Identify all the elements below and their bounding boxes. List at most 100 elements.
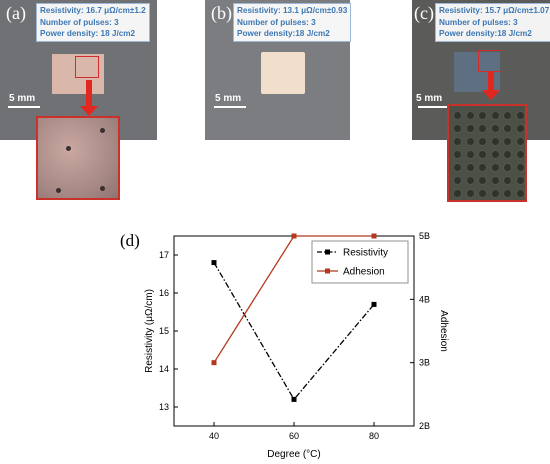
hole-mark bbox=[491, 164, 499, 171]
series-line-adhesion bbox=[213, 235, 374, 364]
resistivity-c: Resistivity: 15.7 μΩ/cm±1.07 bbox=[439, 6, 550, 15]
hole-mark bbox=[516, 190, 524, 197]
hole-mark bbox=[491, 151, 499, 158]
data-point-adhesion bbox=[211, 360, 217, 366]
arrow-shaft-c bbox=[488, 72, 494, 92]
zoom-inset-a bbox=[36, 116, 120, 200]
y-tick-label: 14 bbox=[159, 364, 169, 374]
legend-marker-resistivity bbox=[325, 249, 330, 255]
hole-mark bbox=[454, 164, 461, 171]
scale-bar-c bbox=[418, 106, 450, 108]
x-tick-label: 40 bbox=[209, 431, 219, 441]
hole-mark bbox=[454, 190, 461, 197]
y2-tick-label: 2B bbox=[419, 421, 430, 431]
y2-axis-label: Adhesion bbox=[438, 310, 449, 352]
hole-mark bbox=[466, 112, 474, 119]
hole-mark bbox=[479, 164, 486, 171]
x-tick-label: 80 bbox=[369, 431, 379, 441]
y-tick-label: 16 bbox=[159, 288, 169, 298]
power-a: Power density: 18 J/cm2 bbox=[40, 29, 136, 38]
series-line-resistivity bbox=[213, 262, 375, 401]
hole-mark bbox=[479, 125, 486, 132]
sample-a bbox=[52, 54, 104, 94]
scale-bar-b bbox=[214, 106, 246, 108]
y2-tick-label: 3B bbox=[419, 358, 430, 368]
hole-mark bbox=[479, 177, 486, 184]
y-tick-label: 13 bbox=[159, 402, 169, 412]
hole-mark bbox=[466, 138, 474, 145]
data-point-resistivity bbox=[211, 260, 217, 266]
legend-box bbox=[311, 240, 409, 284]
hole-mark bbox=[516, 112, 524, 119]
chart-panel-label: (d) bbox=[120, 231, 140, 250]
scale-label-a: 5 mm bbox=[9, 93, 36, 104]
resistivity-a: Resistivity: 16.7 μΩ/cm±1.2 bbox=[40, 6, 146, 15]
data-point-adhesion bbox=[291, 233, 297, 239]
hole-mark bbox=[504, 177, 511, 184]
x-axis-label: Degree (°C) bbox=[267, 449, 320, 460]
hole-mark bbox=[466, 164, 474, 171]
hole-mark bbox=[479, 151, 486, 158]
y-axis-label: Resistivity (μΩ/cm) bbox=[144, 289, 155, 373]
zoom-region-c bbox=[478, 50, 502, 72]
zoom-region-a bbox=[75, 56, 99, 78]
power-c: Power density:18 J/cm2 bbox=[439, 29, 532, 38]
arrow-shaft-a bbox=[86, 80, 92, 108]
panel-label-a: (a) bbox=[6, 3, 26, 23]
info-box-a: Resistivity: 16.7 μΩ/cm±1.2 Number of pu… bbox=[36, 3, 150, 42]
hole-mark bbox=[491, 112, 499, 119]
hole-mark bbox=[466, 125, 474, 132]
defect-dot bbox=[56, 188, 61, 193]
data-point-adhesion bbox=[371, 233, 377, 239]
hole-mark bbox=[466, 151, 474, 158]
defect-dot bbox=[66, 146, 71, 151]
panel-label-b: (b) bbox=[211, 3, 232, 23]
hole-mark bbox=[504, 151, 511, 158]
hole-mark bbox=[504, 164, 511, 171]
hole-mark bbox=[454, 125, 461, 132]
hole-mark bbox=[516, 177, 524, 184]
hole-mark bbox=[466, 190, 474, 197]
data-point-resistivity bbox=[291, 396, 297, 402]
scale-bar-a bbox=[8, 106, 40, 108]
y-tick-label: 15 bbox=[159, 326, 169, 336]
hole-mark bbox=[454, 177, 461, 184]
hole-mark bbox=[491, 177, 499, 184]
power-b: Power density:18 J/cm2 bbox=[237, 29, 330, 38]
hole-mark bbox=[516, 138, 524, 145]
defect-dot bbox=[100, 186, 105, 191]
hole-mark bbox=[491, 190, 499, 197]
hole-mark bbox=[516, 125, 524, 132]
plot-frame bbox=[173, 235, 415, 427]
legend-marker-adhesion bbox=[325, 268, 330, 274]
pulses-a: Number of pulses: 3 bbox=[40, 17, 119, 27]
hole-mark bbox=[504, 112, 511, 119]
arrow-head-c bbox=[482, 90, 500, 100]
hole-mark bbox=[466, 177, 474, 184]
defect-dot bbox=[100, 128, 105, 133]
hole-mark bbox=[479, 138, 486, 145]
legend-label-adhesion: Adhesion bbox=[343, 267, 385, 278]
hole-mark bbox=[504, 125, 511, 132]
arrow-head-a bbox=[80, 106, 98, 116]
x-tick-label: 60 bbox=[289, 431, 299, 441]
pulses-c: Number of pulses: 3 bbox=[439, 17, 518, 27]
zoom-inset-c bbox=[447, 104, 527, 202]
pulses-b: Number of pulses: 3 bbox=[237, 17, 316, 27]
hole-mark bbox=[479, 190, 486, 197]
hole-mark bbox=[504, 190, 511, 197]
scale-label-b: 5 mm bbox=[215, 93, 242, 104]
hole-mark bbox=[516, 164, 524, 171]
hole-mark bbox=[454, 151, 461, 158]
data-point-resistivity bbox=[371, 301, 377, 307]
info-box-c: Resistivity: 15.7 μΩ/cm±1.07 Number of p… bbox=[435, 3, 550, 42]
hole-mark bbox=[454, 112, 461, 119]
hole-mark bbox=[516, 151, 524, 158]
y-tick-label: 17 bbox=[159, 250, 169, 260]
resistivity-b: Resistivity: 13.1 μΩ/cm±0.93 bbox=[237, 6, 348, 15]
info-box-b: Resistivity: 13.1 μΩ/cm±0.93 Number of p… bbox=[233, 3, 352, 42]
hole-mark bbox=[491, 138, 499, 145]
hole-mark bbox=[479, 112, 486, 119]
panel-label-c: (c) bbox=[414, 3, 434, 23]
y2-tick-label: 4B bbox=[419, 294, 430, 304]
